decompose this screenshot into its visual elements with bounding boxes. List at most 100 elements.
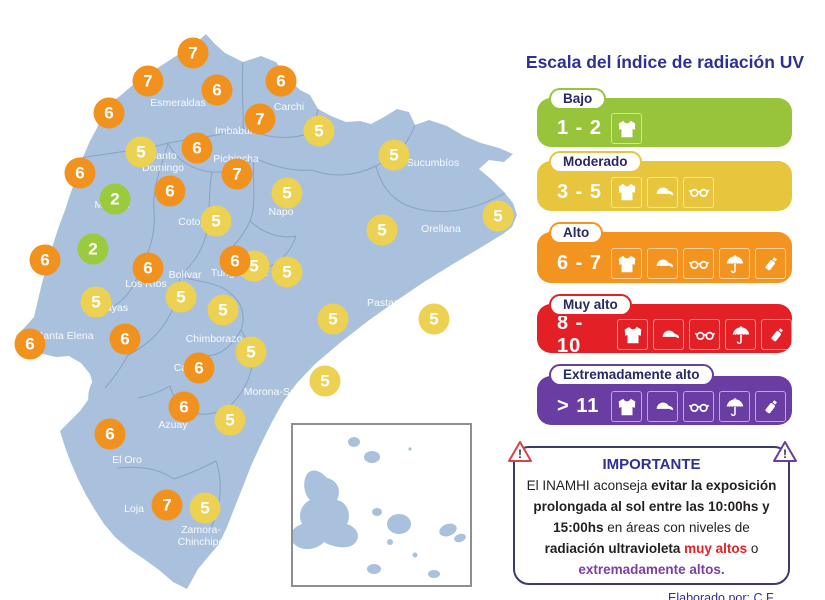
legend-range-value: 8 - 10	[557, 311, 584, 357]
sunscreen-icon-box	[755, 248, 786, 279]
shirt-icon	[618, 255, 635, 272]
uv-value-badge: 6	[201, 74, 233, 106]
legend-tab-label: Muy alto	[549, 294, 632, 316]
legend-bar: 8 - 10	[537, 304, 792, 357]
umbrella-icon-box	[719, 391, 750, 422]
protection-icons	[617, 319, 792, 350]
uv-value-badge: 5	[80, 286, 112, 318]
cap-icon-box	[647, 391, 678, 422]
province-label-orellana: Orellana	[421, 222, 461, 235]
protection-icons	[611, 176, 714, 208]
umbrella-icon	[732, 325, 749, 344]
sunscreen-icon-box	[761, 319, 792, 350]
shirt-icon-box	[611, 176, 642, 208]
shirt-icon	[618, 120, 635, 137]
glasses-icon-box	[683, 176, 714, 208]
uv-value-badge: 6	[14, 328, 46, 360]
uv-value-badge: 7	[221, 158, 253, 190]
cap-icon	[656, 187, 673, 196]
uv-value-badge: 5	[214, 404, 246, 436]
uv-value-badge: 5	[366, 214, 398, 246]
notice-segment: muy altos	[684, 540, 748, 556]
puna-island	[88, 376, 128, 420]
sunscreen-icon-box	[755, 391, 786, 422]
legend-bar: 3 - 5	[537, 161, 792, 211]
umbrella-icon-box	[719, 248, 750, 279]
uv-value-badge: 5	[125, 136, 157, 168]
uv-value-badge: 5	[165, 281, 197, 313]
province-label-loja: Loja	[124, 502, 144, 515]
province-label-zamora-chinchipe: Zamora- Chinchipe	[177, 523, 225, 548]
warning-icon-left: !	[507, 440, 533, 463]
notice-text: El INAMHI aconseja evitar la exposición …	[523, 476, 780, 581]
uv-value-badge: 5	[207, 294, 239, 326]
uv-value-badge: 6	[93, 97, 125, 129]
province-label-morona-santiago: Morona-Santiago	[243, 385, 325, 398]
uv-value-badge: 2	[77, 233, 109, 265]
sunscreen-icon	[770, 327, 783, 341]
uv-value-badge: 5	[378, 139, 410, 171]
umbrella-icon	[726, 397, 743, 416]
galapagos-inset: 6666	[291, 423, 472, 587]
uv-value-badge: 7	[151, 489, 183, 521]
uv-value-badge: 6	[109, 323, 141, 355]
legend-tab-label: Alto	[549, 222, 604, 244]
uv-value-badge: 5	[317, 303, 349, 335]
uv-value-badge: 2	[99, 183, 131, 215]
uv-value-badge: 5	[271, 177, 303, 209]
uv-value-badge: 5	[303, 115, 335, 147]
legend-bar: 1 - 2	[537, 98, 792, 147]
legend-tab-label: Extremadamente alto	[549, 364, 714, 386]
galapagos-islands	[293, 437, 466, 578]
cap-icon-box	[647, 248, 678, 279]
glasses-icon-box	[683, 248, 714, 279]
notice-box: IMPORTANTE El INAMHI aconseja evitar la …	[513, 446, 790, 585]
uv-value-badge: 5	[418, 303, 450, 335]
uv-value-badge: 7	[177, 37, 209, 69]
uv-value-badge: 5	[309, 365, 341, 397]
shirt-icon	[624, 326, 641, 343]
uv-value-badge: 6	[154, 175, 186, 207]
uv-value-badge: 6	[181, 132, 213, 164]
uv-value-badge: 5	[200, 205, 232, 237]
legend-tab-label: Moderado	[549, 151, 642, 173]
cap-icon	[656, 259, 673, 267]
legend-tab-label: Bajo	[549, 88, 607, 110]
sunscreen-icon	[764, 399, 777, 413]
legend-range-value: 6 - 7	[557, 252, 603, 274]
uv-value-badge: 5	[271, 256, 303, 288]
notice-segment: El INAMHI aconseja	[526, 478, 652, 493]
cap-icon-box	[647, 176, 678, 208]
uv-value-badge: 6	[168, 391, 200, 423]
shirt-icon	[618, 398, 635, 415]
uv-value-badge: 5	[189, 492, 221, 524]
notice-segment: evitar la exposición prolongada al sol e…	[533, 478, 777, 535]
uv-value-badge: 6	[132, 252, 164, 284]
sunglasses-icon	[688, 403, 709, 412]
province-label-sucumbios: Sucumbíos	[406, 156, 460, 169]
uv-value-badge: 6	[183, 352, 215, 384]
shirt-icon-box	[611, 113, 642, 144]
uv-value-badge: 6	[64, 157, 96, 189]
notice-segment: extremadamente altos.	[578, 561, 725, 577]
uv-value-badge: 7	[244, 103, 276, 135]
svg-text:!: !	[783, 447, 787, 461]
notice-segment: en áreas con niveles de	[603, 519, 750, 535]
legend-title: Escala del índice de radiación UV	[525, 52, 805, 72]
glasses-icon-box	[683, 391, 714, 422]
legend-range-value: 1 - 2	[557, 117, 603, 139]
legend-range-value: 3 - 5	[557, 180, 603, 203]
uv-value-badge: 6	[94, 418, 126, 450]
warning-icon-right: !	[772, 440, 798, 463]
notice-segment: o	[747, 540, 759, 556]
svg-text:!: !	[518, 447, 522, 461]
shirt-icon-box	[617, 319, 648, 350]
shirt-icon-box	[611, 391, 642, 422]
province-label-chimborazo: Chimborazo	[185, 332, 243, 345]
cap-icon	[662, 330, 679, 338]
sunglasses-icon	[688, 260, 709, 269]
province-label-napo: Napo	[268, 205, 294, 218]
cap-icon	[656, 402, 673, 410]
uv-value-badge: 5	[482, 200, 514, 232]
uv-value-badge: 6	[29, 244, 61, 276]
